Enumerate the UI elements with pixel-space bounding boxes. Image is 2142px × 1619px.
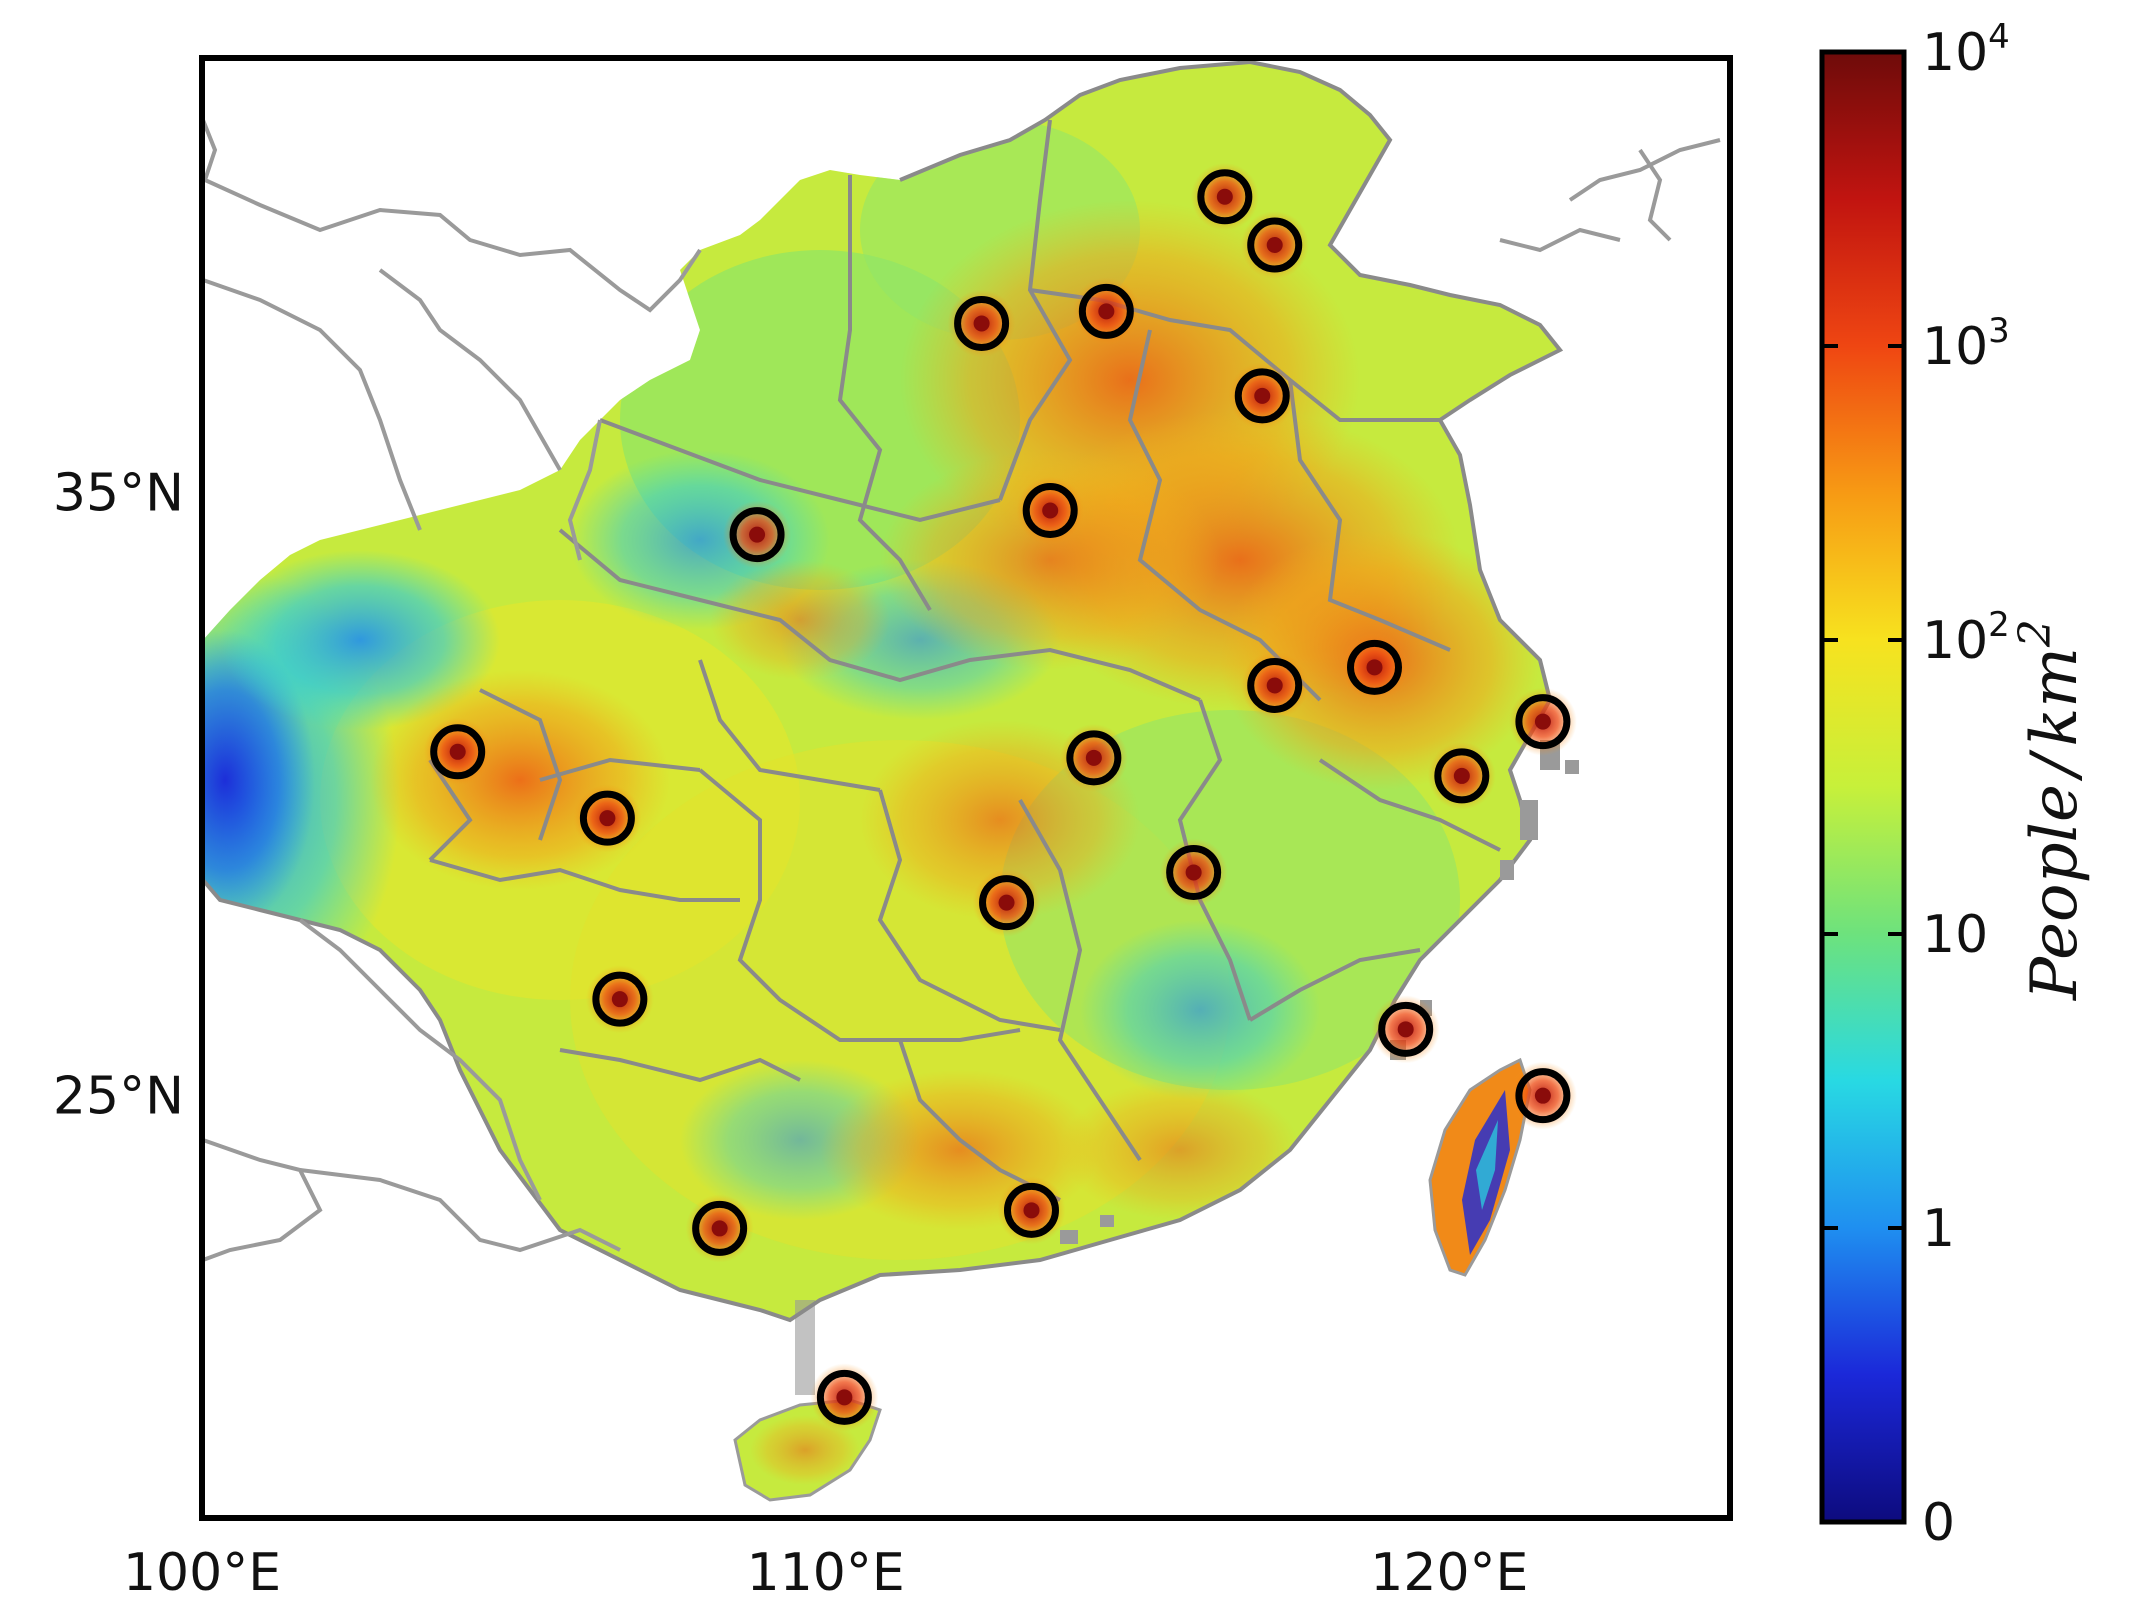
city-markers — [430, 169, 1571, 1425]
colorbar-tick-label: 104 — [1922, 17, 2010, 83]
lat-tick-label: 25°N — [53, 1067, 184, 1127]
city-hotspot-core — [1216, 188, 1233, 205]
city-hotspot-core — [1266, 677, 1283, 694]
city-marker — [816, 1369, 872, 1425]
city-hotspot-core — [1042, 502, 1059, 519]
city-hotspot-core — [749, 526, 766, 543]
city-marker — [579, 790, 635, 846]
city-marker — [1234, 368, 1290, 424]
neighbour-boundaries — [202, 119, 1721, 1262]
city-hotspot-core — [1366, 659, 1383, 676]
city-marker — [729, 507, 785, 563]
colorbar-tick-label: 10 — [1922, 905, 1988, 965]
city-hotspot-core — [973, 315, 990, 332]
colorbar-tick-base: 10 — [1922, 905, 1988, 965]
colorbar-label-main: People — [2018, 784, 2092, 1001]
lon-tick-label: 100°E — [123, 1543, 281, 1603]
city-hotspot-core — [449, 743, 466, 760]
colorbar-tick-base: 0 — [1922, 1493, 1955, 1553]
city-marker — [1078, 283, 1134, 339]
city-hotspot-core — [1185, 864, 1202, 881]
city-marker — [692, 1200, 748, 1256]
city-marker — [1022, 482, 1078, 538]
city-marker — [592, 971, 648, 1027]
city-hotspot-core — [599, 810, 616, 827]
colorbar-tick-label: 0 — [1922, 1493, 1955, 1553]
coastline — [202, 59, 1564, 1323]
city-marker — [1515, 694, 1571, 750]
city-hotspot-core — [836, 1389, 853, 1406]
colorbar-tick-exponent: 3 — [1988, 311, 2010, 351]
city-marker — [1247, 657, 1303, 713]
city-marker — [1434, 748, 1490, 804]
city-hotspot-core — [1397, 1021, 1414, 1038]
city-marker — [1003, 1182, 1059, 1238]
city-marker — [1247, 217, 1303, 273]
city-marker — [430, 724, 486, 780]
lat-tick-label: 35°N — [53, 463, 184, 523]
colorbar-tick-label: 102 — [1922, 605, 2010, 671]
city-hotspot-core — [1453, 767, 1470, 784]
city-marker — [1515, 1068, 1571, 1124]
colorbar-tick-base: 1 — [1922, 1199, 1955, 1259]
colorbar-axis-label: People/km2 — [2010, 619, 2092, 1001]
axis-labels: 35°N 25°N 100°E 110°E 120°E — [53, 463, 1528, 1603]
colorbar-tick-base: 10 — [1922, 23, 1988, 83]
lon-tick-label: 120°E — [1370, 1543, 1528, 1603]
colorbar-label-unit: km — [2018, 647, 2092, 746]
city-hotspot-core — [1254, 387, 1271, 404]
lon-tick-label: 110°E — [747, 1543, 905, 1603]
city-marker — [1197, 169, 1253, 225]
city-hotspot-core — [1266, 237, 1283, 254]
city-marker — [1166, 844, 1222, 900]
city-marker — [979, 875, 1035, 931]
colorbar-tick-base: 10 — [1922, 317, 1988, 377]
city-hotspot-core — [611, 991, 628, 1008]
city-marker — [1347, 639, 1403, 695]
city-marker — [1066, 730, 1122, 786]
city-marker — [954, 295, 1010, 351]
colorbar-tick-base: 10 — [1922, 611, 1988, 671]
city-hotspot-core — [711, 1220, 728, 1237]
city-hotspot-core — [998, 894, 1015, 911]
colorbar-tick-exponent: 2 — [1988, 605, 2010, 645]
city-hotspot-core — [1098, 303, 1115, 320]
colorbar-frame — [1819, 49, 1907, 1525]
colorbar-tick-exponent: 4 — [1988, 17, 2010, 57]
city-marker — [1378, 1001, 1434, 1057]
city-hotspot-core — [1534, 1087, 1551, 1104]
city-hotspot-core — [1534, 713, 1551, 730]
city-hotspot-core — [1085, 749, 1102, 766]
colorbar-gradient — [1822, 52, 1904, 1522]
colorbar-tick-label: 1 — [1922, 1199, 1955, 1259]
plot-frame — [199, 55, 1733, 1521]
colorbar-label-sep: / — [2018, 749, 2092, 782]
colorbar-tick-label: 103 — [1922, 311, 2010, 377]
colorbar-label-exp: 2 — [2010, 619, 2061, 648]
city-hotspot-core — [1023, 1202, 1040, 1219]
